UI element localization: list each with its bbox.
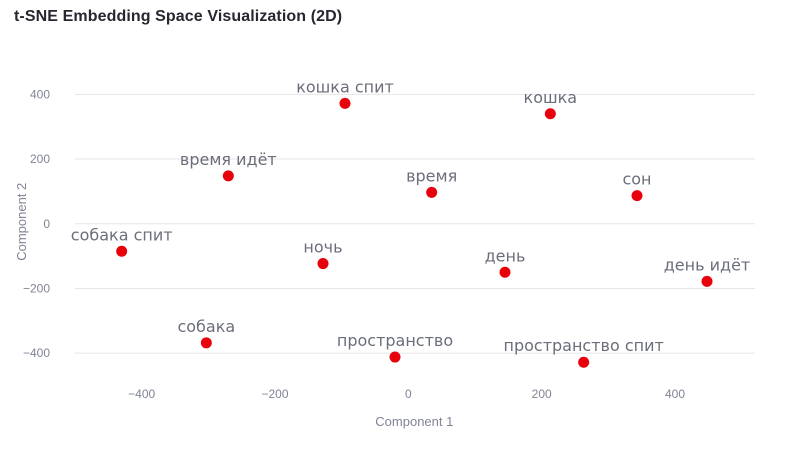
scatter-point-group: сон	[622, 170, 652, 202]
x-tick-label: −400	[128, 387, 155, 401]
scatter-point-group: собака	[177, 317, 235, 349]
scatter-point[interactable]	[578, 356, 590, 368]
y-tick-label: 0	[43, 217, 50, 231]
x-axis-ticks: −400 −200 0 200 400	[128, 387, 685, 401]
point-label: время	[406, 166, 457, 185]
scatter-point[interactable]	[317, 258, 329, 270]
chart-title: t-SNE Embedding Space Visualization (2D)	[14, 8, 343, 25]
scatter-point[interactable]	[339, 97, 351, 109]
point-label: время идёт	[180, 150, 277, 169]
point-label: ночь	[303, 238, 342, 257]
y-tick-label: −200	[23, 281, 50, 295]
y-axis-title: Component 2	[14, 183, 29, 261]
point-label: собака	[177, 317, 235, 336]
x-tick-label: 0	[405, 387, 412, 401]
scatter-point[interactable]	[200, 337, 212, 349]
scatter-point-group: ночь	[303, 238, 343, 270]
scatter-point-group: кошка	[524, 88, 578, 120]
x-tick-label: 200	[532, 387, 552, 401]
scatter-point-group: пространство спит	[503, 336, 664, 368]
x-axis-title: Component 1	[375, 414, 453, 429]
scatter-point[interactable]	[631, 190, 643, 202]
scatter-point[interactable]	[426, 186, 438, 198]
point-label: пространство спит	[503, 336, 663, 355]
scatter-point-group: пространство	[337, 331, 453, 363]
y-axis-ticks: −400 −200 0 200 400	[23, 87, 50, 360]
scatter-point-group: время	[406, 166, 457, 198]
scatter-point[interactable]	[544, 108, 556, 120]
point-label: сон	[622, 170, 651, 189]
y-tick-label: 200	[30, 152, 50, 166]
scatter-point[interactable]	[222, 170, 234, 182]
point-label: день	[485, 246, 526, 265]
x-tick-label: −200	[261, 387, 288, 401]
x-tick-label: 400	[665, 387, 685, 401]
y-tick-label: 400	[30, 87, 50, 101]
scatter-point[interactable]	[116, 245, 128, 257]
scatter-point[interactable]	[389, 351, 401, 363]
scatter-point[interactable]	[499, 266, 511, 278]
scatter-point-group: кошка спит	[296, 77, 394, 109]
point-label: пространство	[337, 331, 453, 350]
scatter-point-group: день идёт	[664, 255, 751, 287]
data-points: кошка спит кошка время идёт время сон собака …	[71, 77, 751, 368]
point-label: кошка спит	[296, 77, 394, 96]
scatter-point-group: собака спит	[71, 225, 173, 257]
scatter-point-group: время идёт	[180, 150, 277, 182]
grid	[75, 93, 755, 354]
point-label: собака спит	[71, 225, 173, 244]
scatter-point-group: день	[485, 246, 526, 278]
point-label: кошка	[524, 88, 578, 107]
y-tick-label: −400	[23, 346, 50, 360]
point-label: день идёт	[664, 255, 751, 274]
scatter-point[interactable]	[701, 275, 713, 287]
